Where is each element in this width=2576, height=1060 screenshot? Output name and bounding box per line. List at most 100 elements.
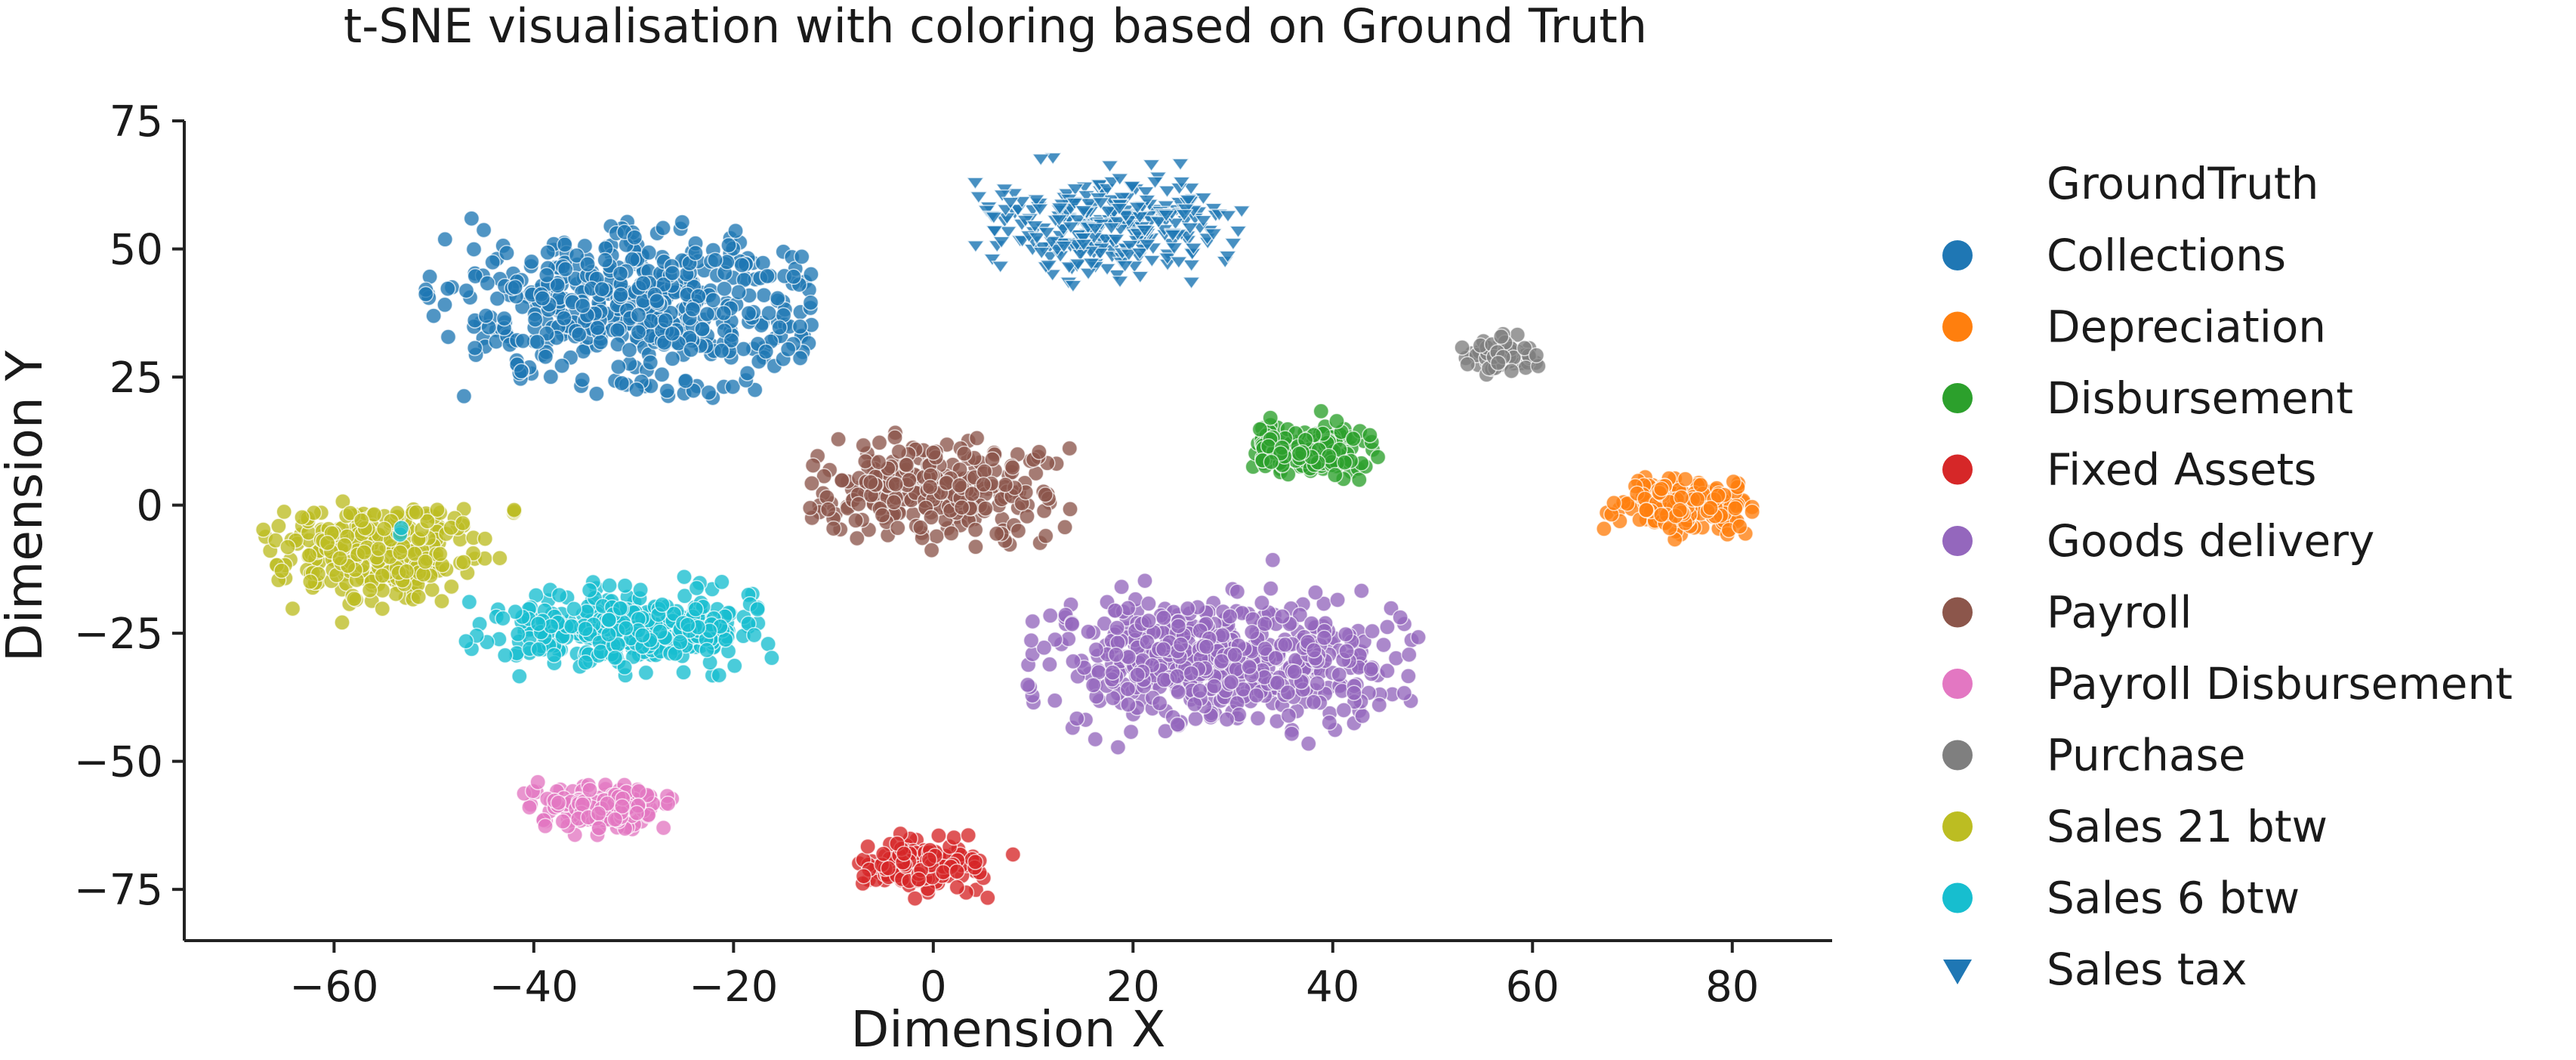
point-payroll-disbursement [582,781,598,799]
point-payroll [901,471,918,489]
point-collections [649,292,665,310]
point-payroll [956,445,973,462]
point-payroll [1061,440,1078,457]
point-sales-6-btw [760,635,776,653]
point-sales-6-btw [764,650,780,666]
point-payroll [928,528,945,545]
point-goods-delivery [1041,607,1059,624]
point-payroll [890,443,908,460]
point-goods-delivery [1303,615,1320,632]
point-collections [707,252,723,268]
series-sales-6-btw [391,520,780,685]
point-sales-6-btw [612,600,629,617]
point-sales-21-btw [375,521,393,537]
legend-marker-circle [1942,526,1973,556]
point-fixed-assets [930,827,947,844]
point-sales-6-btw [632,582,649,598]
point-goods-delivery [1106,602,1124,619]
point-collections [594,281,610,298]
point-sales-tax [1054,240,1074,254]
point-goods-delivery [1276,636,1294,654]
point-sales-6-btw [581,582,598,598]
point-sales-tax [1042,236,1061,249]
series-sales-tax [965,152,1251,293]
legend-marker-circle [1942,669,1973,699]
y-tick-label: −50 [74,738,163,787]
point-collections [705,292,722,309]
point-goods-delivery [1170,617,1187,635]
point-goods-delivery [1191,682,1208,700]
x-tick-label: 0 [920,963,947,1012]
point-goods-delivery [1119,681,1137,697]
point-payroll [898,456,915,474]
point-sales-6-btw [551,586,568,604]
point-sales-21-btw [374,600,391,617]
point-collections [791,350,809,366]
point-payroll-disbursement [590,805,607,822]
point-sales-tax [1223,237,1243,251]
point-goods-delivery [1354,707,1371,725]
point-collections [612,286,629,303]
point-sales-tax [1073,232,1093,246]
point-collections [495,310,513,327]
point-sales-21-btw [284,600,301,617]
point-sales-21-btw [443,578,460,595]
point-sales-6-btw [688,579,705,597]
point-collections [507,279,523,295]
legend-label: Sales 21 btw [2047,801,2328,852]
point-sales-tax [1050,202,1069,216]
point-depreciation [1702,499,1719,517]
point-collections [687,245,704,261]
point-sales-tax [985,224,1004,239]
point-goods-delivery [1400,668,1417,685]
point-sales-tax [1193,215,1213,228]
point-goods-delivery [1139,633,1155,651]
point-sales-tax [1178,194,1198,208]
point-depreciation [1689,491,1706,508]
point-payroll [885,494,902,511]
point-sales-21-btw [477,530,494,547]
point-sales-6-btw [545,647,563,663]
point-payroll [816,468,832,485]
point-goods-delivery [1047,631,1063,648]
point-sales-tax [969,191,989,205]
point-collections [720,236,737,254]
point-sales-tax [984,211,1004,225]
point-sales-21-btw [346,590,362,607]
point-goods-delivery [1379,619,1396,635]
point-goods-delivery [1229,583,1246,600]
point-sales-6-btw [577,620,594,638]
point-collections [557,236,573,253]
point-goods-delivery [1401,646,1418,663]
point-depreciation [1653,481,1670,497]
point-sales-6-btw [676,588,693,604]
point-collections [597,252,614,269]
point-disbursement [1327,467,1344,484]
point-goods-delivery [1198,638,1215,655]
point-goods-delivery [1249,710,1266,727]
point-goods-delivery [1137,572,1153,589]
point-sales-6-btw [600,611,618,629]
point-collections [791,318,809,335]
point-goods-delivery [1155,641,1172,658]
legend-item-sales-tax: Sales tax [1943,944,2247,995]
point-sales-21-btw [433,592,450,610]
point-goods-delivery [1084,677,1102,694]
point-collections [694,320,711,338]
point-purchase [1516,340,1533,357]
point-collections [556,310,572,327]
legend-item-payroll: Payroll [1942,587,2192,638]
point-goods-delivery [1151,695,1168,712]
point-goods-delivery [1179,600,1196,617]
point-sales-21-btw [301,547,318,564]
point-collections [664,351,681,367]
point-payroll [968,430,986,447]
point-sales-21-btw [361,582,378,598]
point-sales-6-btw [714,573,730,591]
point-sales-tax [1001,196,1020,210]
legend-marker-circle [1942,311,1973,342]
point-sales-tax [1137,194,1157,208]
point-sales-tax [1031,153,1050,167]
point-depreciation [1596,521,1612,537]
